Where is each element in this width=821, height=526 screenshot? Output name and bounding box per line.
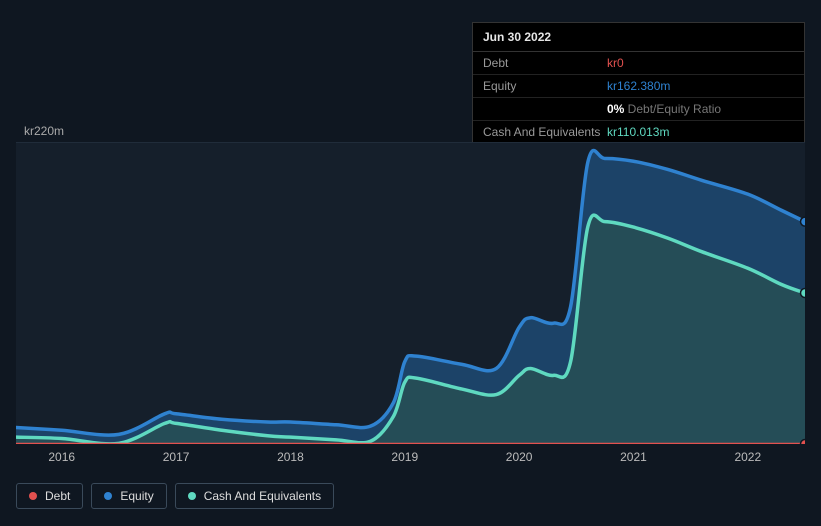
legend-label: Debt — [45, 489, 70, 503]
tooltip-value: 0% Debt/Equity Ratio — [607, 102, 794, 116]
tooltip-rows: Debtkr0Equitykr162.380m0% Debt/Equity Ra… — [473, 52, 804, 143]
chart-legend: Debt Equity Cash And Equivalents — [16, 483, 334, 509]
legend-dot-icon — [29, 492, 37, 500]
tooltip-value: kr162.380m — [607, 79, 794, 93]
legend-item-cash-and-equivalents[interactable]: Cash And Equivalents — [175, 483, 334, 509]
financial-chart-panel: Jun 30 2022 Debtkr0Equitykr162.380m0% De… — [0, 0, 821, 526]
x-axis-label: 2017 — [163, 450, 190, 464]
tooltip-label: Cash And Equivalents — [483, 125, 607, 139]
legend-dot-icon — [188, 492, 196, 500]
legend-item-debt[interactable]: Debt — [16, 483, 83, 509]
tooltip-row: Cash And Equivalentskr110.013m — [473, 121, 804, 143]
legend-label: Equity — [120, 489, 153, 503]
legend-item-equity[interactable]: Equity — [91, 483, 166, 509]
x-axis-label: 2022 — [734, 450, 761, 464]
chart-plot-area[interactable] — [16, 142, 805, 444]
y-axis-max-label: kr220m — [24, 124, 64, 138]
tooltip-row: Debtkr0 — [473, 52, 804, 75]
x-axis-label: 2019 — [391, 450, 418, 464]
chart-tooltip: Jun 30 2022 Debtkr0Equitykr162.380m0% De… — [472, 22, 805, 144]
tooltip-label: Equity — [483, 79, 607, 93]
x-axis-label: 2016 — [48, 450, 75, 464]
legend-dot-icon — [104, 492, 112, 500]
x-axis-label: 2020 — [506, 450, 533, 464]
tooltip-label — [483, 102, 607, 116]
tooltip-value: kr110.013m — [607, 125, 794, 139]
tooltip-date: Jun 30 2022 — [473, 23, 804, 52]
legend-label: Cash And Equivalents — [204, 489, 321, 503]
tooltip-row: 0% Debt/Equity Ratio — [473, 98, 804, 121]
tooltip-value: kr0 — [607, 56, 794, 70]
tooltip-label: Debt — [483, 56, 607, 70]
x-axis-label: 2018 — [277, 450, 304, 464]
tooltip-row: Equitykr162.380m — [473, 75, 804, 98]
x-axis-label: 2021 — [620, 450, 647, 464]
chart-svg — [16, 142, 805, 444]
